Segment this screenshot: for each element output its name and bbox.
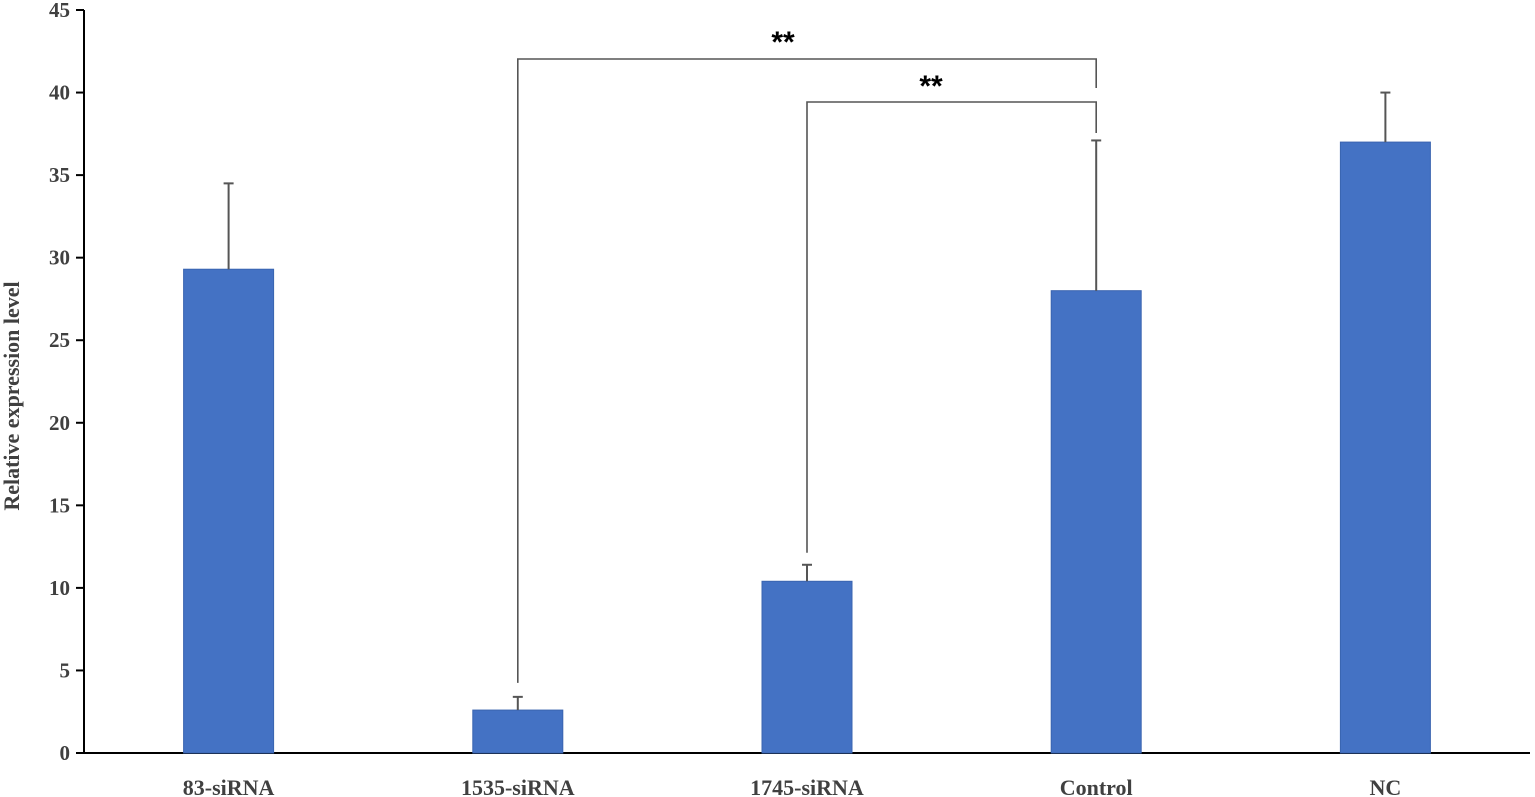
bar-83-sirna — [183, 268, 275, 754]
y-tick-label: 40 — [49, 81, 70, 105]
y-tick-label: 15 — [49, 493, 70, 517]
y-tick-label: 5 — [60, 658, 71, 682]
y-axis: 0 5 10 15 20 25 30 35 40 45 — [49, 0, 85, 765]
x-tick-label: 1745-siRNA — [750, 775, 864, 797]
y-axis-label: Relative expression level — [0, 281, 24, 510]
y-tick-label: 0 — [60, 741, 71, 765]
x-tick-label: 1535-siRNA — [461, 775, 575, 797]
x-axis: 83-siRNA 1535-siRNA 1745-siRNA Control NC — [84, 752, 1530, 797]
bar-1745-sirna — [761, 580, 853, 754]
y-tick-label: 45 — [49, 0, 70, 22]
bar-1535-sirna — [472, 709, 564, 754]
significance-brackets: ** ** — [517, 26, 1097, 683]
y-tick-label: 20 — [49, 411, 70, 435]
significance-label: ** — [919, 70, 943, 103]
y-tick-label: 30 — [49, 246, 70, 270]
x-tick-label: NC — [1370, 775, 1402, 797]
y-tick-label: 35 — [49, 163, 70, 187]
y-tick-label: 25 — [49, 328, 70, 352]
y-tick-label: 10 — [49, 576, 70, 600]
error-bars — [223, 91, 1391, 711]
bars — [183, 141, 1431, 754]
bar-nc — [1339, 141, 1431, 754]
x-tick-label: 83-siRNA — [183, 775, 275, 797]
significance-bracket — [517, 58, 1097, 683]
x-tick-label: Control — [1060, 775, 1133, 797]
significance-bracket — [806, 101, 1097, 553]
significance-label: ** — [771, 26, 795, 59]
bar-control — [1050, 290, 1142, 754]
